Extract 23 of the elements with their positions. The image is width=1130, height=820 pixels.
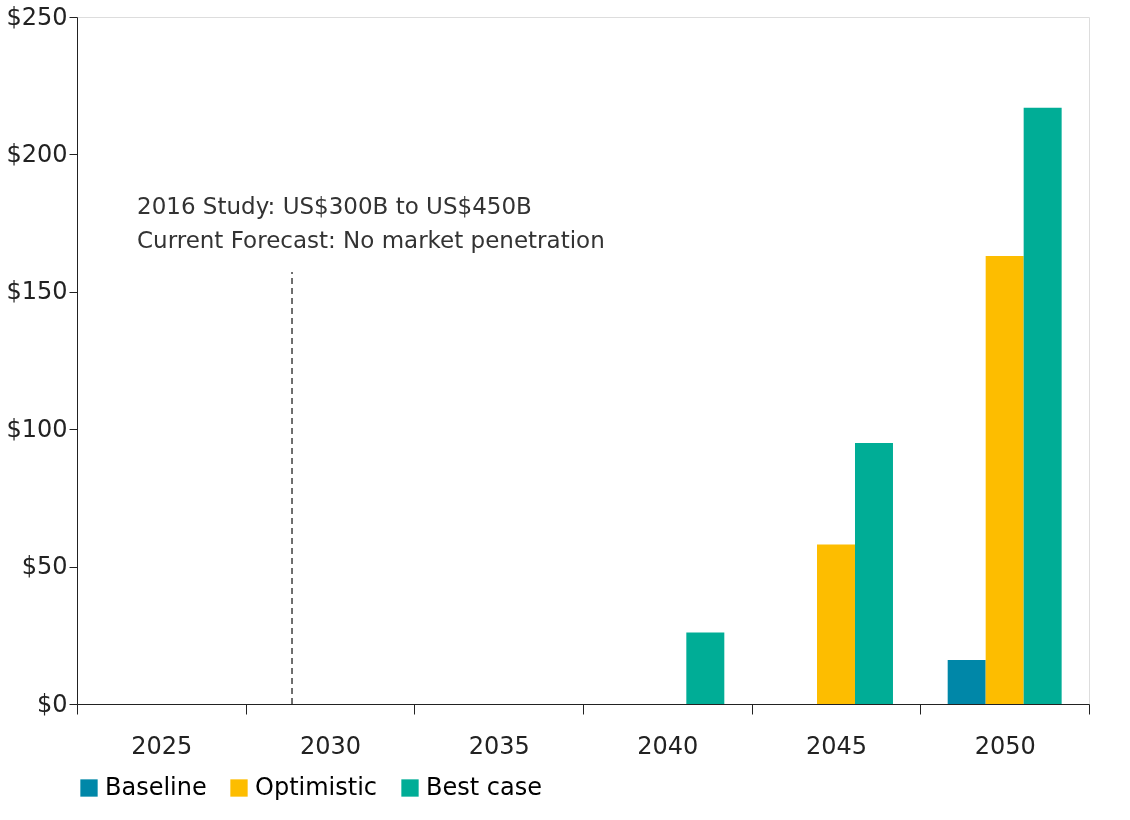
legend-label: Baseline — [105, 773, 207, 801]
y-tick-label: $150 — [6, 277, 68, 306]
annotation: 2016 Study: US$300B to US$450B — [137, 193, 532, 219]
bar — [1023, 107, 1062, 704]
y-tick-label: $0 — [36, 689, 68, 718]
x-tick-label: 2025 — [131, 731, 193, 760]
x-tick-label: 2040 — [637, 731, 699, 760]
legend-label: Best case — [426, 773, 542, 801]
bar — [985, 256, 1024, 704]
y-tick-label: $100 — [6, 414, 68, 443]
bar — [854, 442, 893, 704]
x-tick-label: 2050 — [974, 731, 1036, 760]
bar — [817, 544, 855, 704]
x-tick-label: 2045 — [805, 731, 868, 760]
y-tick-label: $50 — [21, 552, 68, 581]
x-tick-label: 2035 — [468, 731, 530, 760]
y-tick-label: $200 — [6, 139, 68, 168]
x-tick-label: 2030 — [299, 731, 362, 760]
bar — [686, 632, 725, 704]
y-tick-label: $250 — [6, 2, 68, 31]
legend-label: Optimistic — [255, 773, 378, 801]
bar — [947, 660, 986, 704]
annotation: Current Forecast: No market penetration — [137, 227, 605, 253]
